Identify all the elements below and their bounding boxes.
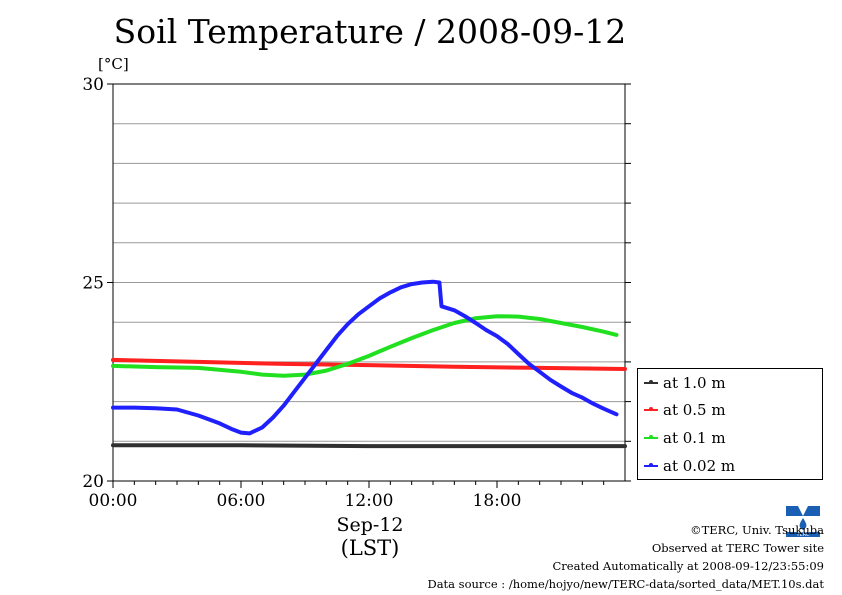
credit-created: Created Automatically at 2008-09-12/23:5… bbox=[552, 559, 825, 573]
x-date-label: Sep-12 bbox=[336, 514, 404, 536]
legend-entry-1m: at 1.0 m bbox=[644, 372, 726, 394]
legend-swatch-05m bbox=[644, 407, 658, 411]
y-ticks: 20 25 30 bbox=[82, 75, 631, 492]
x-tick-label: 18:00 bbox=[473, 491, 522, 511]
series-line-0 bbox=[111, 443, 627, 449]
grid-lines bbox=[113, 123, 625, 442]
chart-title: Soil Temperature / 2008-09-12 bbox=[113, 12, 627, 51]
series-lines bbox=[111, 279, 627, 449]
legend-label-1m: at 1.0 m bbox=[663, 374, 726, 392]
legend-swatch-1m bbox=[644, 380, 658, 384]
terc-logo-icon: TERC bbox=[784, 502, 822, 538]
legend-swatch-01m bbox=[644, 435, 658, 439]
credit-observed: Observed at TERC Tower site bbox=[651, 541, 824, 555]
x-tick-label: 06:00 bbox=[217, 491, 266, 511]
legend-entry-002m: at 0.02 m bbox=[644, 455, 735, 477]
series-line-2 bbox=[111, 314, 619, 378]
credit-source: Data source : /home/hojyo/new/TERC-data/… bbox=[427, 577, 824, 591]
legend-label-05m: at 0.5 m bbox=[663, 401, 726, 419]
legend-label-01m: at 0.1 m bbox=[663, 429, 726, 447]
legend-entry-05m: at 0.5 m bbox=[644, 399, 726, 421]
x-tick-label: 12:00 bbox=[345, 491, 394, 511]
x-axis-label: (LST) bbox=[340, 536, 400, 560]
y-tick-label: 20 bbox=[82, 472, 104, 492]
x-ticks: 00:00 06:00 12:00 18:00 bbox=[89, 481, 605, 511]
logo-text: TERC bbox=[796, 532, 810, 538]
series-line-3 bbox=[111, 279, 619, 436]
y-tick-label: 30 bbox=[82, 75, 104, 95]
y-unit-label: [°C] bbox=[98, 55, 129, 73]
credits-block: ©TERC, Univ. Tsukuba Observed at TERC To… bbox=[427, 521, 824, 593]
x-tick-label: 00:00 bbox=[89, 491, 138, 511]
series-line-1 bbox=[111, 357, 627, 371]
legend-entry-01m: at 0.1 m bbox=[644, 427, 726, 449]
y-tick-label: 25 bbox=[82, 274, 104, 294]
legend-label-002m: at 0.02 m bbox=[663, 457, 736, 475]
legend: at 1.0 m at 0.5 m at 0.1 m at 0.02 m bbox=[637, 368, 823, 480]
legend-swatch-002m bbox=[644, 463, 658, 467]
credit-copyright: ©TERC, Univ. Tsukuba bbox=[690, 523, 824, 537]
